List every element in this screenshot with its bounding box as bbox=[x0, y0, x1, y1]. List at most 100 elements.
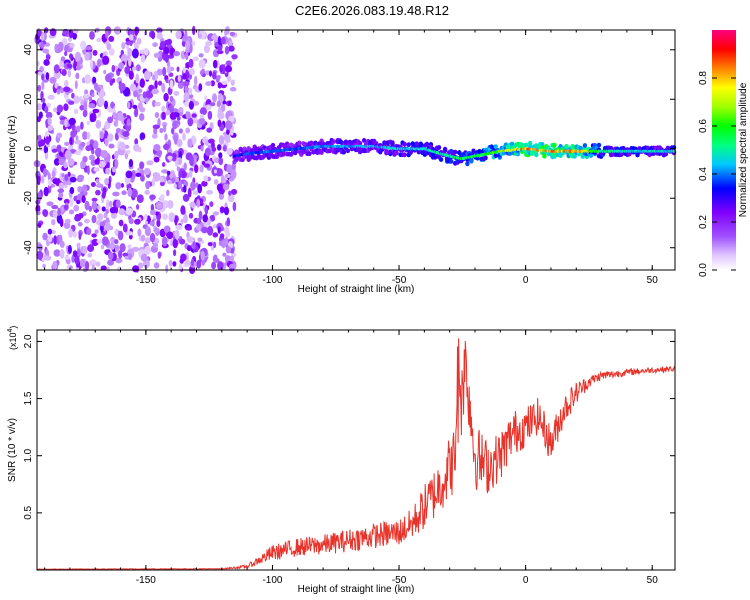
noise-speckle bbox=[102, 231, 106, 236]
noise-speckle bbox=[94, 229, 99, 235]
noise-speckle bbox=[209, 102, 216, 107]
noise-speckle bbox=[78, 96, 83, 103]
noise-speckle bbox=[56, 132, 63, 139]
noise-speckle bbox=[114, 239, 119, 245]
noise-speckle bbox=[97, 58, 102, 68]
noise-speckle bbox=[200, 107, 207, 116]
noise-speckle bbox=[197, 183, 203, 194]
noise-speckle bbox=[96, 87, 101, 93]
noise-speckle bbox=[199, 164, 204, 173]
noise-speckle bbox=[43, 59, 50, 66]
noise-speckle bbox=[118, 62, 125, 70]
noise-speckle bbox=[112, 191, 120, 197]
noise-speckle bbox=[57, 188, 65, 193]
noise-speckle bbox=[143, 70, 152, 81]
y-tick-label: -40 bbox=[23, 240, 34, 255]
signal-cell bbox=[341, 149, 346, 155]
noise-speckle bbox=[228, 40, 233, 46]
top-x-ticks: -150 -100 -50 0 50 bbox=[44, 30, 658, 286]
noise-speckle bbox=[127, 244, 132, 250]
noise-speckle bbox=[185, 48, 190, 53]
noise-speckle bbox=[212, 254, 218, 264]
noise-speckle bbox=[216, 144, 222, 151]
colorbar-tick-label: 0.6 bbox=[698, 119, 709, 133]
noise-speckle bbox=[131, 169, 136, 180]
noise-speckle bbox=[52, 260, 58, 270]
noise-speckle bbox=[193, 156, 197, 165]
noise-speckle bbox=[76, 199, 81, 205]
x-tick-label: 0 bbox=[523, 275, 529, 286]
noise-speckle bbox=[204, 138, 210, 147]
noise-speckle bbox=[88, 103, 96, 109]
noise-speckle bbox=[67, 69, 71, 78]
noise-speckle bbox=[63, 86, 71, 93]
noise-speckle bbox=[203, 44, 211, 54]
noise-speckle bbox=[64, 174, 69, 182]
noise-speckle bbox=[180, 170, 187, 179]
noise-speckle bbox=[137, 262, 144, 269]
noise-speckle bbox=[132, 66, 137, 71]
x-tick-label: 50 bbox=[647, 575, 659, 586]
noise-speckle bbox=[187, 139, 191, 148]
colorbar-tick-label: 0.0 bbox=[698, 263, 709, 277]
noise-speckle bbox=[229, 86, 237, 92]
noise-speckle bbox=[217, 82, 222, 89]
noise-speckle bbox=[86, 227, 92, 236]
noise-speckle bbox=[59, 87, 65, 94]
noise-speckle bbox=[153, 227, 160, 233]
noise-speckle bbox=[182, 73, 187, 80]
noise-speckle bbox=[69, 137, 73, 145]
noise-speckle bbox=[219, 194, 224, 199]
noise-speckle bbox=[90, 59, 93, 69]
noise-speckle bbox=[125, 170, 133, 179]
noise-speckle bbox=[71, 92, 75, 99]
noise-speckle bbox=[185, 40, 190, 50]
noise-speckle bbox=[47, 125, 54, 131]
noise-speckle bbox=[135, 73, 140, 84]
noise-speckle bbox=[185, 127, 191, 134]
noise-speckle bbox=[216, 183, 223, 192]
noise-speckle bbox=[73, 204, 80, 212]
noise-speckle bbox=[192, 56, 199, 62]
bottom-y-ticks: 0.5 1.0 1.5 2.0 bbox=[23, 334, 675, 520]
noise-speckle bbox=[226, 128, 230, 135]
noise-speckle bbox=[212, 93, 217, 103]
noise-speckle bbox=[220, 36, 226, 45]
noise-speckle bbox=[111, 154, 115, 160]
y-tick-label: 0.5 bbox=[23, 505, 34, 519]
noise-speckle bbox=[153, 144, 161, 152]
noise-speckle bbox=[77, 212, 84, 219]
noise-speckle bbox=[202, 136, 208, 141]
noise-speckle bbox=[36, 103, 43, 111]
noise-speckle bbox=[189, 201, 196, 208]
noise-speckle bbox=[197, 217, 201, 224]
noise-speckle bbox=[76, 64, 82, 71]
noise-speckle bbox=[82, 246, 88, 255]
noise-speckle bbox=[110, 101, 115, 109]
noise-speckle bbox=[185, 252, 189, 262]
noise-speckle bbox=[154, 101, 161, 107]
noise-speckle bbox=[36, 250, 44, 260]
colorbar-label: Normalized spectral amplitude bbox=[738, 82, 749, 217]
noise-speckle bbox=[175, 30, 182, 40]
noise-speckle bbox=[196, 198, 201, 208]
noise-speckle bbox=[206, 189, 214, 195]
signal-cell bbox=[671, 145, 677, 151]
noise-speckle bbox=[118, 250, 123, 259]
noise-speckle bbox=[171, 127, 175, 135]
noise-speckle bbox=[219, 206, 225, 214]
noise-speckle bbox=[221, 80, 228, 86]
noise-speckle bbox=[161, 162, 166, 167]
signal-cell bbox=[469, 158, 474, 164]
colorbar-tick-label: 0.8 bbox=[698, 71, 709, 85]
noise-speckle bbox=[156, 68, 163, 76]
noise-speckle bbox=[89, 259, 97, 267]
noise-speckle bbox=[140, 175, 145, 182]
y-multiplier-label: (x104) bbox=[7, 326, 18, 350]
noise-speckle bbox=[175, 224, 183, 231]
signal-cell bbox=[475, 155, 480, 161]
noise-speckle bbox=[128, 218, 134, 225]
noise-speckle bbox=[231, 54, 238, 60]
noise-speckle bbox=[95, 261, 101, 267]
